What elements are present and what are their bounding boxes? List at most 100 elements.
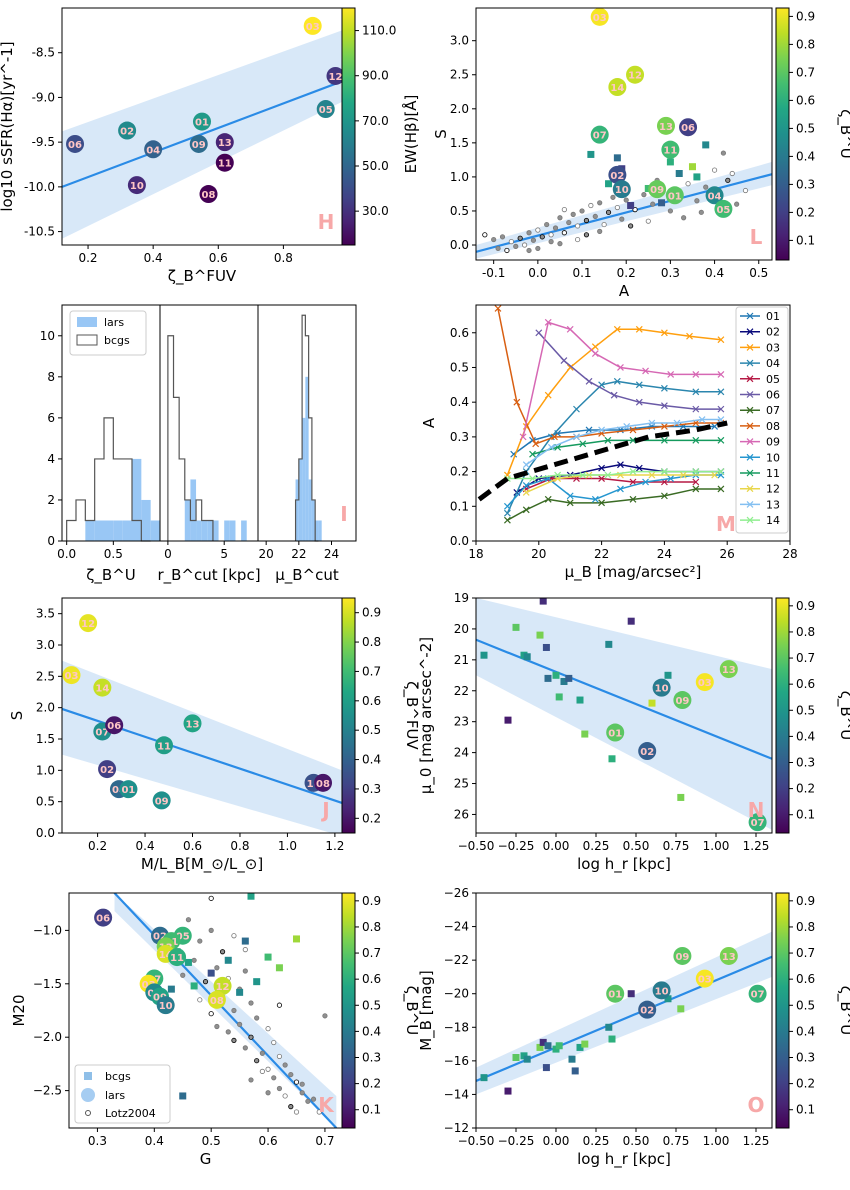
N-bcg-point [480, 651, 488, 659]
O-bcg-point [581, 1040, 589, 1048]
L-lotz-point [734, 201, 740, 207]
K-lotz-point [248, 1034, 254, 1040]
J-lars-label: 12 [81, 619, 95, 630]
O-lars-label: 10 [655, 986, 669, 997]
L-lotz-point [742, 187, 749, 194]
K-lotz-point [242, 947, 248, 953]
N-cb-tick-label: 0.9 [796, 599, 815, 613]
M-legend-label: 04 [766, 357, 780, 370]
N-xtick-label: 0.75 [663, 839, 690, 853]
H-lars-label: 01 [195, 118, 209, 129]
K-lars-point [156, 996, 175, 1015]
M-ytick-label: 0.5 [450, 360, 469, 374]
L-lotz-point [592, 213, 598, 220]
M-marker-10 [667, 475, 675, 482]
O-xtick-label: 0.50 [623, 1134, 650, 1148]
O-ytick-label: −20 [444, 987, 469, 1001]
M-marker-12 [522, 488, 530, 496]
I-legend-lars-label: lars [104, 316, 124, 329]
L-lotz-point [575, 223, 581, 229]
L-ytick-label: 1.5 [450, 136, 469, 150]
J-ytick-label: 1.0 [36, 763, 55, 777]
K-lotz-point [202, 979, 209, 985]
L-lotz-point [539, 234, 545, 240]
I-lars-bar [295, 479, 299, 541]
M-marker-07 [503, 516, 511, 524]
I-lars-bar [184, 499, 191, 541]
N-bcg-point [648, 699, 656, 707]
M-legend-marker [746, 485, 754, 493]
K-colorbar [341, 892, 356, 1129]
L-lotz-point [729, 170, 735, 177]
M-marker-13 [547, 443, 555, 451]
I-lars-bar [308, 479, 312, 541]
H-ytick-label: -10.0 [24, 180, 55, 194]
J-ytick-label: 0.0 [36, 826, 55, 840]
K-lotz-point [214, 965, 220, 971]
M-ytick-label: 0.6 [450, 326, 469, 340]
N-xtick-label: 0.25 [583, 839, 610, 853]
M-marker-06 [717, 405, 725, 413]
panel-L: 03 12 14 07 13 06 11 02 10 09 01 04 05 -0.1 0.0 0.1 0.2 0… [401, 7, 850, 300]
L-cb-tick-label: 0.5 [796, 121, 815, 135]
H-y-axis-label: log10 sSFR(Hα)[yr^-1] [0, 41, 16, 211]
H-panel-letter: H [318, 210, 335, 234]
J-xtick-label: 1.0 [278, 839, 297, 853]
M-marker-03 [544, 391, 552, 399]
K-lotz-point [254, 1015, 260, 1021]
M-marker-06 [635, 398, 643, 406]
H-lars-point [316, 100, 335, 119]
K-bcg-point [236, 988, 244, 996]
H-lars-point [127, 176, 146, 195]
L-lotz-point [482, 232, 488, 238]
L-lotz-point [667, 208, 673, 214]
J-cb-tick-label: 0.4 [362, 753, 381, 767]
O-bcg-point [480, 1074, 488, 1082]
K-lotz-point [259, 1050, 265, 1056]
O-bcg-point [504, 1087, 512, 1095]
K-lotz-point [316, 1109, 322, 1115]
J-lars-label: 01 [121, 785, 135, 796]
I-x-axis-label: r_B^cut [kpc] [157, 566, 260, 585]
N-lars-label: 02 [640, 747, 654, 758]
L-lotz-point [720, 150, 727, 156]
N-cb-tick-label: 0.8 [796, 625, 815, 639]
N-lars-label: 09 [675, 696, 689, 707]
L-lars-label: 14 [610, 83, 624, 94]
O-y-axis-label: M_B [mag] [417, 970, 436, 1051]
L-lotz-point [597, 200, 603, 206]
M-legend-label: 14 [766, 514, 780, 527]
I-lars-bar [241, 520, 247, 541]
K-lotz-point [259, 1068, 265, 1074]
M-marker-13 [522, 461, 530, 469]
K-lotz-point [254, 1058, 260, 1064]
M-marker-03 [591, 343, 599, 351]
M-legend-label: 05 [766, 373, 780, 386]
O-lars-point [606, 984, 625, 1003]
N-cb-tick-label: 0.6 [796, 677, 815, 691]
L-lotz-point [588, 202, 594, 209]
M-marker-09 [717, 370, 725, 378]
M-marker-10 [617, 485, 624, 493]
O-lars-point [695, 969, 714, 988]
M-marker-05 [692, 478, 700, 486]
K-ytick-label: −1.5 [33, 977, 62, 991]
L-cb-label: ζ_B^U [836, 109, 850, 159]
H-lars-point [118, 121, 137, 140]
panel-M: 18 20 22 24 26 28 0.0 0.1 0.2 0.3 0.4 0.5 0.6 μ_B [ma… [420, 304, 798, 582]
N-panel-letter: N [748, 798, 765, 822]
K-bcg-point [241, 937, 249, 945]
M-xtick-label: 26 [720, 547, 735, 561]
H-colorbar [341, 7, 356, 246]
M-marker-06 [610, 391, 618, 399]
M-marker-02 [617, 461, 624, 469]
O-confidence-band [476, 931, 772, 1095]
M-ytick-label: 0.2 [450, 465, 469, 479]
K-legend-lotz-label: Lotz2004 [105, 1107, 156, 1120]
L-lotz-point [508, 239, 514, 245]
L-xtick-label: 0.4 [705, 266, 724, 280]
H-lars-point [215, 133, 234, 152]
L-lars-label: 07 [593, 131, 607, 142]
M-marker-13 [698, 416, 706, 423]
L-lars-label: 06 [681, 123, 695, 134]
